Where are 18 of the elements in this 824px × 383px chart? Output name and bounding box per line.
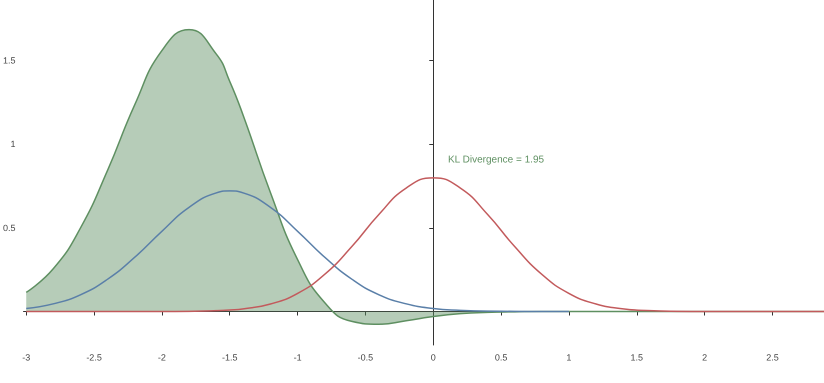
x-tick-label: -2: [158, 352, 166, 362]
annotation: KL Divergence = 1.95: [448, 154, 545, 166]
x-tick-label: -2.5: [86, 352, 102, 362]
x-tick-label: -3: [22, 352, 30, 362]
x-tick-label: 0: [430, 352, 436, 362]
x-tick-label: -1: [294, 352, 302, 362]
x-tick-label: 2: [702, 352, 708, 362]
x-tick-label: 2.5: [766, 352, 779, 362]
y-tick-label: 1: [10, 139, 16, 150]
x-tick-label: -1.5: [222, 352, 238, 362]
x-tick-label: 0.5: [494, 352, 508, 362]
line-series: [25, 190, 570, 312]
x-tick-label: 1: [566, 352, 572, 362]
y-tick-label: 0.5: [2, 222, 16, 233]
line-series: [25, 177, 824, 312]
x-tick-label: -0.5: [358, 352, 374, 362]
x-tick-label: 1.5: [630, 352, 644, 362]
y-tick-label: 1.5: [2, 55, 16, 66]
